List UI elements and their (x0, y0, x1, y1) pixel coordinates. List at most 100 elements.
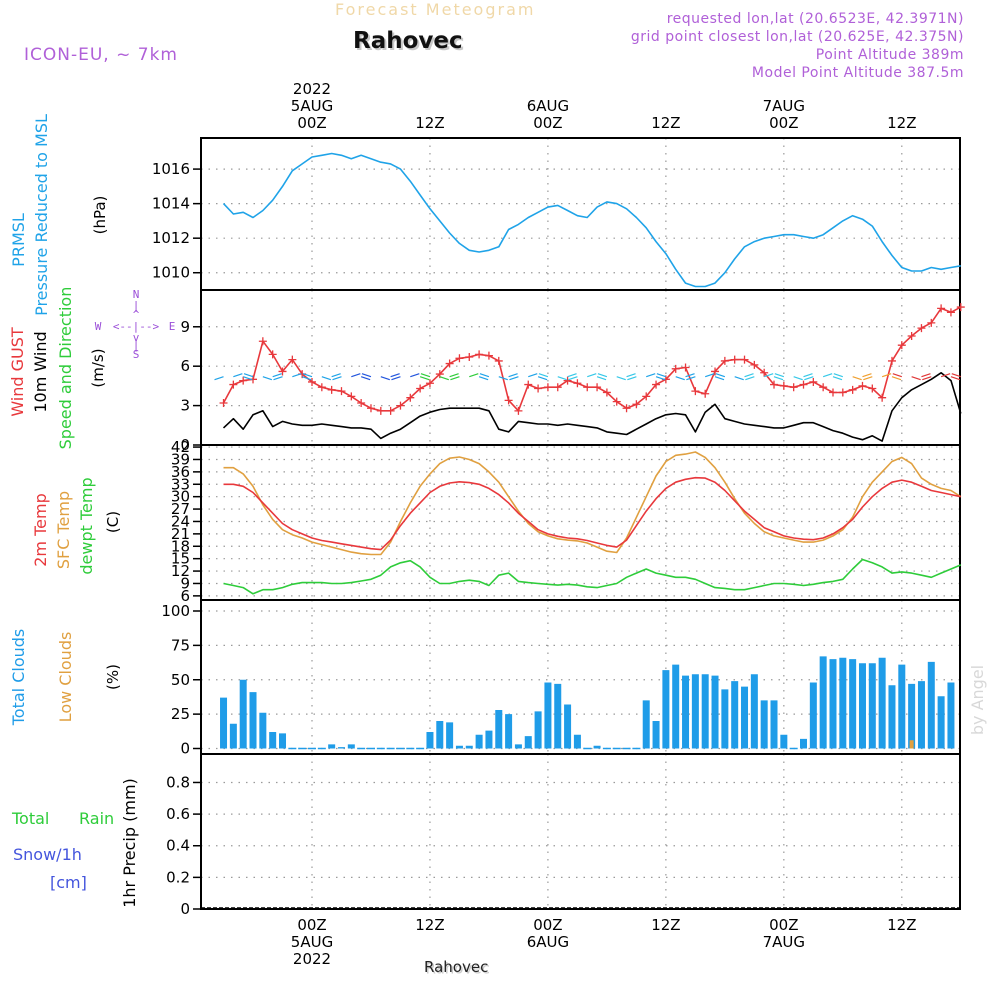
total-cloud-bar (898, 664, 906, 749)
y-tick-label: 0.4 (166, 837, 190, 855)
total-cloud-bar (269, 732, 277, 749)
wind-direction-arrow (557, 376, 567, 381)
gust-marker (455, 354, 464, 363)
wind-direction-arrow (419, 376, 430, 381)
requested-coords: requested lon,lat (20.6523E, 42.3971N) (667, 11, 964, 27)
total-cloud-bar (426, 732, 434, 749)
total-cloud-bar (662, 670, 670, 749)
gust-marker (494, 356, 503, 365)
total-cloud-bar (701, 674, 709, 749)
wind-direction-arrow (892, 373, 902, 378)
total-cloud-bar (337, 747, 345, 749)
top-time-label: 7AUG (763, 97, 805, 115)
y-tick-label: 75 (171, 636, 190, 654)
y-tick-label: 12 (171, 562, 190, 580)
gust-marker (828, 388, 837, 397)
top-time-label: 00Z (297, 114, 326, 132)
bottom-time-label: 12Z (651, 916, 680, 934)
model-label: ICON-EU, ~ 7km (24, 45, 178, 65)
total-cloud-bar (927, 661, 935, 749)
bottom-time-label: 00Z (769, 916, 798, 934)
gust-marker (691, 387, 700, 396)
total-cloud-bar (780, 734, 788, 749)
wind-direction-arrow (911, 376, 921, 381)
gust-marker (258, 337, 267, 346)
top-time-label: 12Z (651, 114, 680, 132)
y-tick-label: 15 (171, 550, 190, 568)
wind-direction-arrow (940, 373, 951, 378)
wind-direction-arrow (420, 373, 431, 378)
gust-marker (465, 352, 474, 361)
total-clouds-label: Total Clouds (9, 629, 28, 727)
gust-marker (475, 350, 484, 359)
y-tick-label: 0.6 (166, 805, 190, 823)
wind-direction-arrow (773, 376, 784, 381)
bottom-time-label: 00Z (533, 916, 562, 934)
wind-direction-arrow (243, 376, 253, 381)
compass-vcaret2: v (133, 331, 140, 344)
gust-marker (887, 356, 896, 365)
gust-marker (583, 383, 592, 392)
wind-direction-arrow (714, 376, 725, 381)
gust-marker (445, 359, 454, 368)
wind-direction-arrow (439, 376, 449, 381)
dewpt-line (223, 558, 962, 595)
y-tick-label: 3 (180, 397, 190, 415)
total-cloud-bar (524, 736, 532, 749)
gust-marker (956, 303, 965, 312)
total-cloud-bar (691, 674, 699, 749)
total-cloud-bar (564, 704, 572, 749)
wind-direction-arrow (627, 376, 637, 381)
rain-label-rain: Rain (79, 809, 114, 828)
total-cloud-bar (544, 682, 552, 749)
wind-direction-arrow (891, 376, 902, 381)
wind-unit-label: (m/s) (89, 348, 107, 387)
gust-marker (308, 377, 316, 386)
wind-direction-arrow (597, 373, 608, 378)
wind-direction-arrow (390, 373, 400, 378)
wind-direction-arrow (478, 376, 489, 381)
wind-direction-arrow (273, 376, 283, 381)
wind-direction-arrow (360, 376, 371, 381)
gust-marker (858, 381, 867, 390)
wind-direction-arrow (822, 373, 833, 378)
gust-marker (416, 384, 425, 393)
gust-marker (268, 350, 277, 359)
gust-marker (720, 356, 729, 365)
wind10-line (222, 371, 962, 442)
low-cloud-bar (909, 740, 914, 749)
wind-direction-arrow (803, 373, 813, 378)
wind-direction-arrow (469, 373, 479, 378)
gust-marker (946, 308, 955, 317)
y-tick-label: 24 (171, 512, 190, 530)
gust-marker (868, 384, 877, 393)
total-cloud-bar (908, 683, 916, 749)
gust-marker (514, 406, 523, 415)
pressure-line (222, 152, 961, 288)
gust-marker (347, 392, 356, 401)
temp-unit-label: (C) (104, 511, 122, 533)
total-cloud-bar (917, 681, 925, 749)
wind-direction-arrow (331, 373, 341, 378)
wind-direction-arrow (734, 376, 744, 381)
total-cloud-bar (868, 663, 876, 749)
wind-direction-arrow (655, 376, 666, 381)
compass-vbar2: | (133, 339, 140, 352)
temp-labels: 2m Temp SFC Temp dewpt Temp (C) (31, 477, 122, 574)
top-time-label: 2022 (293, 80, 331, 98)
gust-marker (425, 379, 434, 388)
total-cloud-bar (800, 738, 807, 749)
bottom-time-label: 2022 (293, 950, 331, 968)
total-cloud-bar (436, 721, 444, 749)
wind-direction-arrow (214, 376, 224, 381)
gust-marker (701, 389, 710, 398)
total-cloud-bar (682, 675, 690, 749)
wind-direction-arrow (321, 376, 332, 381)
wind-direction-arrow (656, 373, 667, 378)
y-tick-label: 25 (171, 705, 190, 723)
total-cloud-bar (259, 712, 267, 749)
y-tick-label: 0 (180, 900, 190, 918)
y-tick-label: 0 (180, 436, 190, 454)
